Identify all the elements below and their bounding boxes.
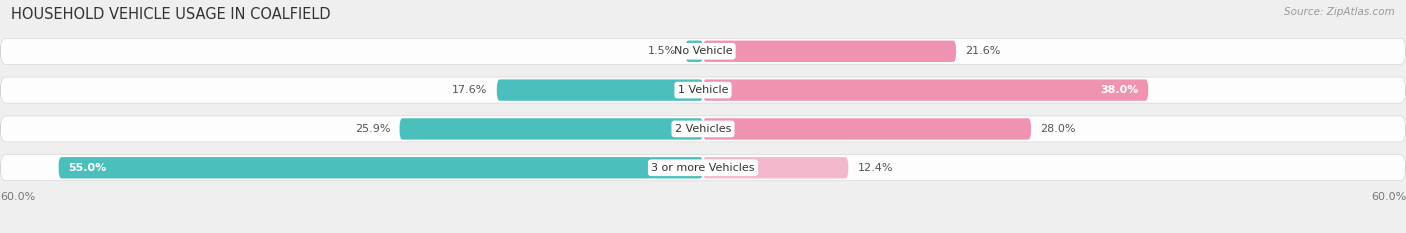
FancyBboxPatch shape	[703, 41, 956, 62]
FancyBboxPatch shape	[399, 118, 703, 140]
Text: 17.6%: 17.6%	[453, 85, 488, 95]
FancyBboxPatch shape	[703, 157, 848, 178]
Text: 2 Vehicles: 2 Vehicles	[675, 124, 731, 134]
Text: No Vehicle: No Vehicle	[673, 46, 733, 56]
Text: 25.9%: 25.9%	[354, 124, 391, 134]
Text: 3 or more Vehicles: 3 or more Vehicles	[651, 163, 755, 173]
Text: Source: ZipAtlas.com: Source: ZipAtlas.com	[1284, 7, 1395, 17]
FancyBboxPatch shape	[703, 118, 1031, 140]
Text: HOUSEHOLD VEHICLE USAGE IN COALFIELD: HOUSEHOLD VEHICLE USAGE IN COALFIELD	[11, 7, 330, 22]
FancyBboxPatch shape	[59, 157, 703, 178]
Text: 21.6%: 21.6%	[966, 46, 1001, 56]
Text: 60.0%: 60.0%	[1371, 192, 1406, 202]
Text: 1.5%: 1.5%	[648, 46, 676, 56]
FancyBboxPatch shape	[686, 41, 703, 62]
Text: 1 Vehicle: 1 Vehicle	[678, 85, 728, 95]
FancyBboxPatch shape	[496, 79, 703, 101]
Text: 60.0%: 60.0%	[0, 192, 35, 202]
FancyBboxPatch shape	[0, 38, 1406, 64]
FancyBboxPatch shape	[0, 77, 1406, 103]
Text: 55.0%: 55.0%	[67, 163, 107, 173]
FancyBboxPatch shape	[0, 155, 1406, 181]
FancyBboxPatch shape	[0, 116, 1406, 142]
Text: 12.4%: 12.4%	[858, 163, 893, 173]
FancyBboxPatch shape	[703, 79, 1149, 101]
Text: 38.0%: 38.0%	[1101, 85, 1139, 95]
Text: 28.0%: 28.0%	[1040, 124, 1076, 134]
